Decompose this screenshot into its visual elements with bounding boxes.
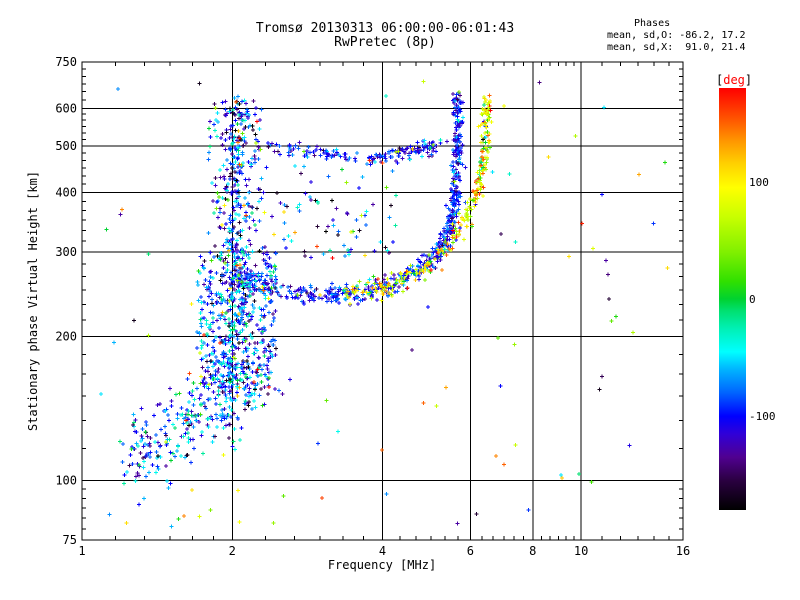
svg-text:750: 750 — [55, 55, 77, 69]
y-axis-label: Stationary phase Virtual Height [km] — [26, 171, 40, 431]
svg-text:2: 2 — [229, 544, 236, 558]
svg-text:8: 8 — [529, 544, 536, 558]
svg-text:-100: -100 — [749, 410, 776, 423]
colorbar-bracket-close: ] — [745, 73, 752, 87]
stats-x-mean-sd: mean, sd,X: 91.0, 21.4 — [607, 42, 745, 53]
stats-o-mean-sd: mean, sd,O: -86.2, 17.2 — [607, 30, 745, 41]
svg-text:1: 1 — [78, 544, 85, 558]
stats-header: Phases — [634, 18, 670, 29]
svg-text:200: 200 — [55, 329, 77, 343]
plot-subtitle: RwPretec (8p) — [334, 35, 436, 50]
colorbar-tick-labels: 100 0 -100 — [749, 176, 776, 423]
colorbar — [719, 88, 746, 510]
tick-labels: 1 2 4 6 8 10 16 75 100 200 300 400 500 600 750 — [55, 55, 690, 558]
x-axis-label: Frequency [MHz] — [328, 558, 436, 572]
svg-text:4: 4 — [379, 544, 386, 558]
colorbar-unit-label: [deg] — [716, 73, 752, 87]
svg-text:0: 0 — [749, 293, 756, 306]
svg-text:75: 75 — [63, 533, 77, 547]
svg-text:300: 300 — [55, 245, 77, 259]
colorbar-unit-text: deg — [723, 73, 745, 87]
svg-text:6: 6 — [467, 544, 474, 558]
svg-text:100: 100 — [749, 176, 769, 189]
scatter-points — [99, 79, 670, 529]
svg-text:100: 100 — [55, 473, 77, 487]
svg-text:10: 10 — [574, 544, 588, 558]
colorbar-bracket-open: [ — [716, 73, 723, 87]
svg-text:16: 16 — [676, 544, 690, 558]
svg-text:500: 500 — [55, 139, 77, 153]
plot-title: Tromsø 20130313 06:00:00-06:01:43 — [256, 21, 514, 36]
axes-frame-and-ticks — [81, 61, 684, 541]
svg-text:400: 400 — [55, 186, 77, 200]
svg-text:600: 600 — [55, 101, 77, 115]
gridlines — [82, 62, 683, 540]
